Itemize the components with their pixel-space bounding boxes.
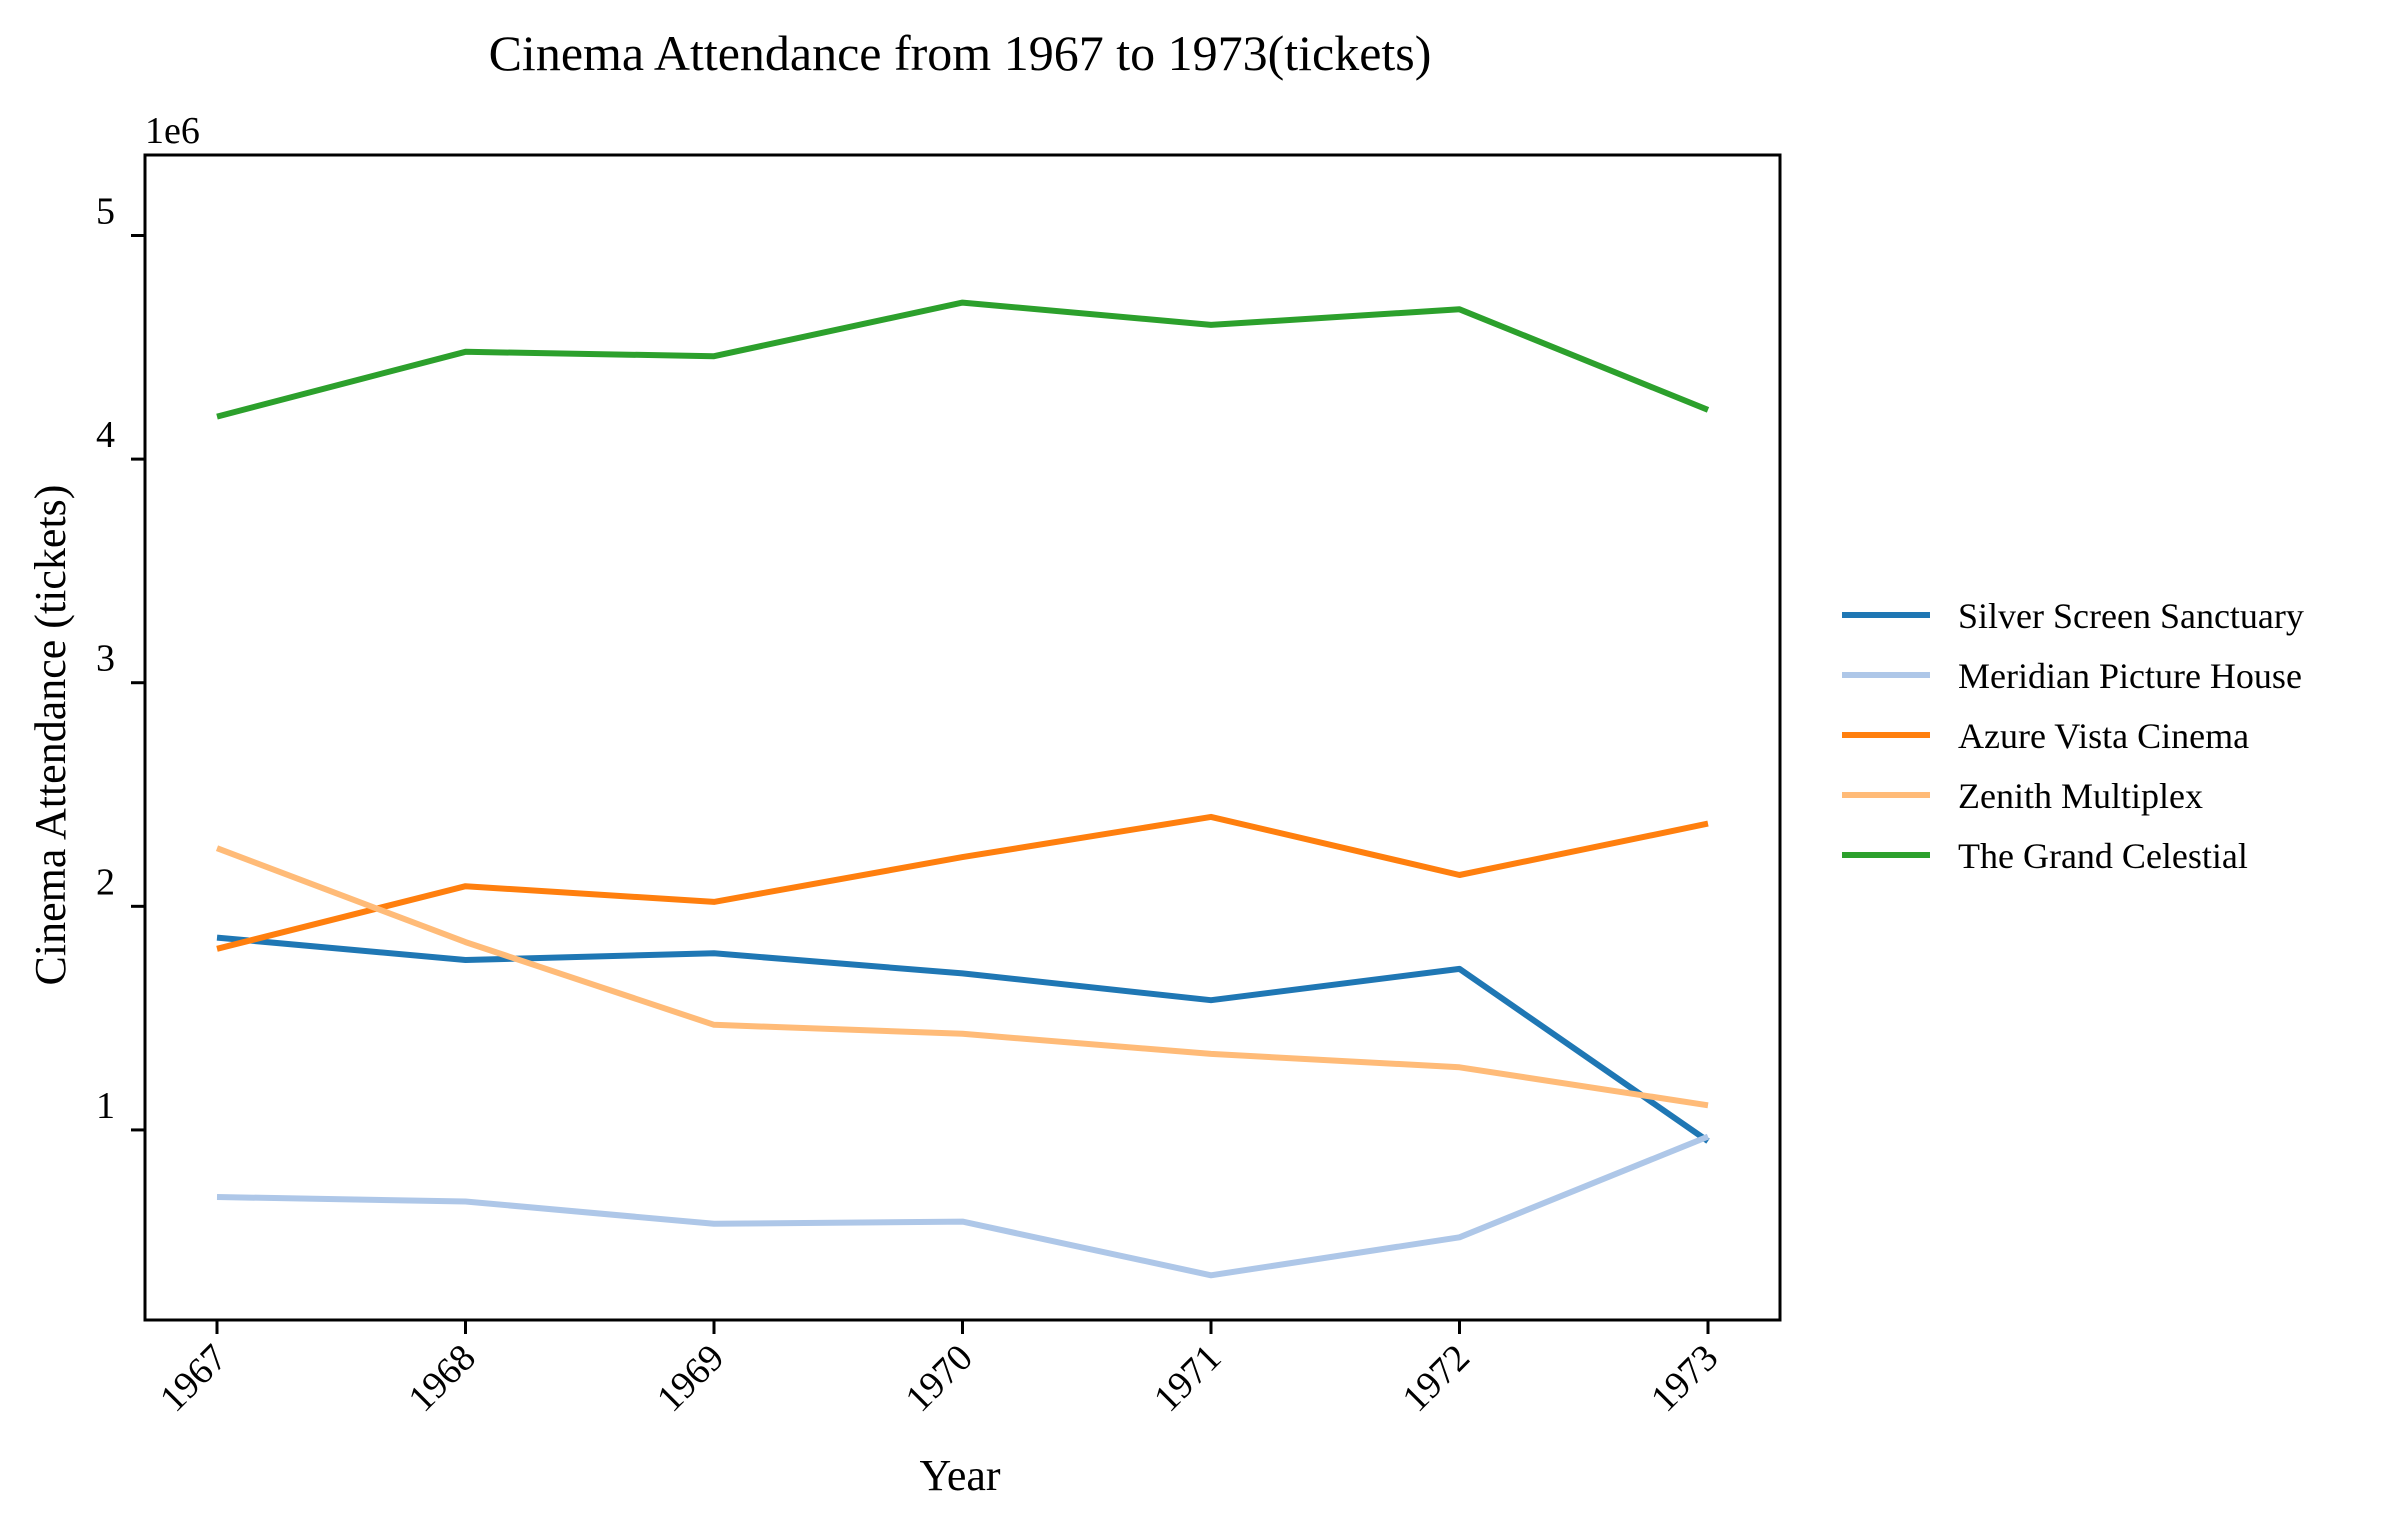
x-tick-label: 1972 [1394,1337,1477,1420]
y-tick-label: 3 [96,638,115,680]
x-tick-label: 1969 [649,1337,732,1420]
x-tick-label: 1973 [1643,1337,1726,1420]
series-line-silver-screen-sanctuary [216,934,1710,1144]
y-axis-offset-label: 1e6 [145,110,200,152]
y-tick-label: 1 [96,1085,115,1127]
legend-label: Meridian Picture House [1958,656,2302,696]
series-line-meridian-picture-house [216,1133,1710,1279]
x-tick-label: 1971 [1146,1337,1229,1420]
legend-label: Zenith Multiplex [1958,776,2203,816]
series-line-azure-vista-cinema [216,813,1709,952]
chart-title: Cinema Attendance from 1967 to 1973(tick… [489,25,1432,81]
y-tick-label: 5 [96,190,115,232]
y-tick-label: 4 [96,414,115,456]
legend-label: Azure Vista Cinema [1958,716,2249,756]
x-tick-label: 1970 [897,1337,980,1420]
series-line-zenith-multiplex [215,845,1709,1109]
x-tick-label: 1968 [400,1337,483,1420]
legend-label: Silver Screen Sanctuary [1958,596,2304,636]
y-axis-label: Cinema Attendance (tickets) [26,485,75,986]
legend-label: The Grand Celestial [1958,836,2248,876]
x-tick-label: 1967 [152,1337,235,1420]
axes-frame [143,153,1782,1322]
legend: Silver Screen Sanctuary Meridian Picture … [1842,596,2304,876]
x-axis-label: Year [919,1451,1000,1500]
series-line-the-grand-celestial [216,299,1710,420]
plot-area: 1967 1968 1969 1970 1971 1972 1973 1 2 3 4 5 [96,153,1782,1420]
y-tick-label: 2 [96,861,115,903]
